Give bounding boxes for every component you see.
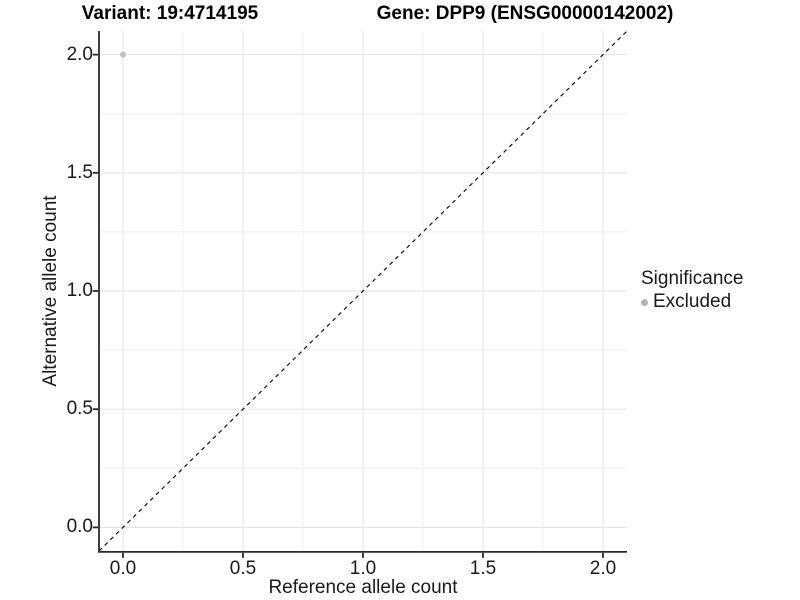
data-point xyxy=(120,51,126,58)
legend-item-excluded: Excluded xyxy=(641,291,743,313)
legend-title: Significance xyxy=(641,268,744,289)
legend-key-dot-icon xyxy=(641,298,648,306)
y-tick-label: 1.5 xyxy=(66,161,93,183)
x-tick-label: 0.0 xyxy=(109,558,137,579)
plot-title-gene: Gene: DPP9 (ENSG00000142002) xyxy=(376,3,674,24)
x-tick-label: 2.0 xyxy=(589,558,617,579)
y-tick-label: 1.0 xyxy=(66,280,93,301)
x-axis-title: Reference allele count xyxy=(268,577,458,598)
y-tick-label: 0.0 xyxy=(66,516,93,538)
x-tick-label: 0.5 xyxy=(229,558,257,579)
x-tick-label: 1.5 xyxy=(469,558,497,579)
plot-title-variant: Variant: 19:4714195 xyxy=(81,3,259,24)
identity-reference-line xyxy=(98,30,628,552)
y-axis-title: Alternative allele count xyxy=(40,195,61,387)
legend: Significance Excluded xyxy=(641,268,743,313)
legend-item-label: Excluded xyxy=(653,291,732,312)
y-tick-label: 0.5 xyxy=(66,398,93,420)
y-tick-label: 2.0 xyxy=(66,43,93,65)
x-tick-label: 1.0 xyxy=(349,558,377,579)
